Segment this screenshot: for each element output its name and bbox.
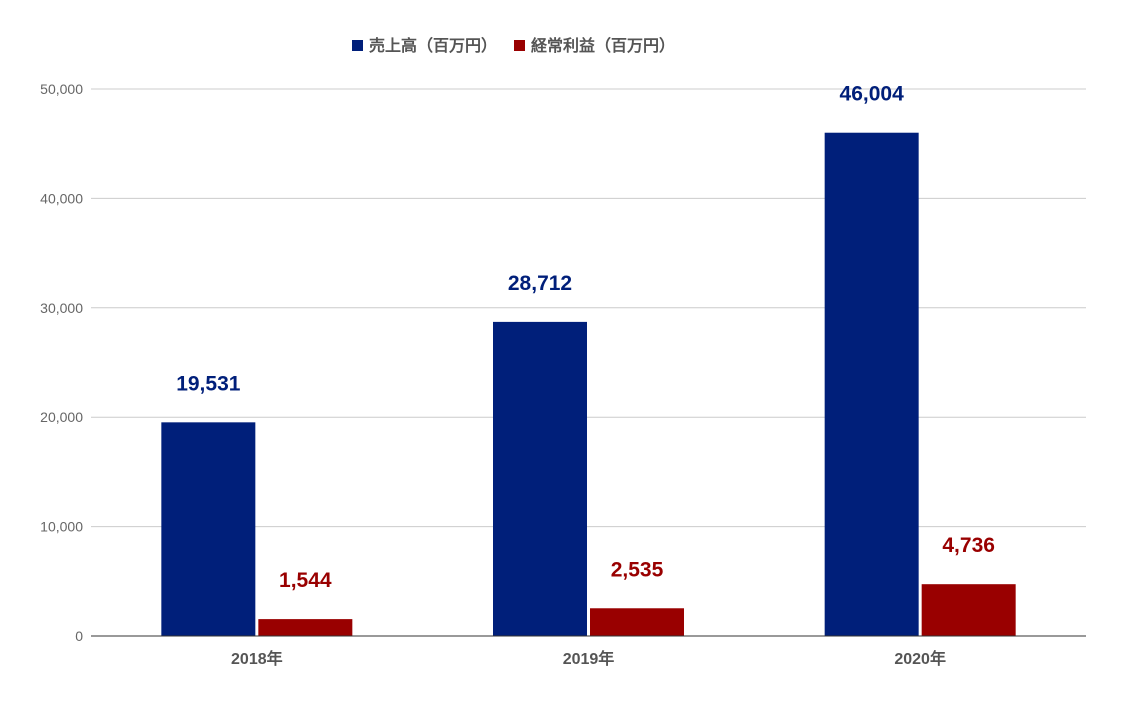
y-tick-label: 20,000 [40, 409, 83, 425]
y-tick-label: 0 [75, 628, 83, 644]
x-tick-label: 2020年 [894, 649, 946, 668]
bar-sales-2 [824, 132, 919, 636]
y-axis-tick-labels: 0 10,000 20,000 30,000 40,000 50,000 [40, 81, 83, 644]
legend-swatch-1 [514, 40, 525, 51]
y-tick-label: 30,000 [40, 300, 83, 316]
x-axis: 2018年 2019年 2020年 [91, 635, 1086, 668]
chart-legend: 売上高（百万円） 経常利益（百万円） [352, 36, 675, 55]
data-label-sales-2: 46,004 [840, 83, 905, 106]
data-labels: 19,531 1,544 28,712 2,535 46,004 4,736 [176, 83, 995, 592]
bar-sales-0 [161, 422, 256, 636]
legend-label-0: 売上高（百万円） [369, 36, 497, 55]
data-label-profit-1: 2,535 [611, 558, 664, 581]
y-tick-label: 50,000 [40, 81, 83, 97]
bar-sales-1 [493, 321, 587, 636]
legend-swatch-0 [352, 40, 363, 51]
data-label-profit-0: 1,544 [279, 569, 332, 592]
x-tick-label: 2019年 [563, 649, 615, 668]
gridlines [91, 88, 1086, 528]
bars [161, 132, 1016, 636]
bar-profit-2 [921, 584, 1016, 636]
data-label-profit-2: 4,736 [942, 534, 995, 557]
data-label-sales-1: 28,712 [508, 272, 572, 295]
x-tick-label: 2018年 [231, 649, 283, 668]
y-tick-label: 10,000 [40, 519, 83, 535]
bar-profit-1 [590, 608, 684, 636]
data-label-sales-0: 19,531 [176, 372, 241, 395]
bar-profit-0 [258, 619, 353, 636]
legend-label-1: 経常利益（百万円） [531, 36, 675, 55]
y-tick-label: 40,000 [40, 190, 83, 206]
